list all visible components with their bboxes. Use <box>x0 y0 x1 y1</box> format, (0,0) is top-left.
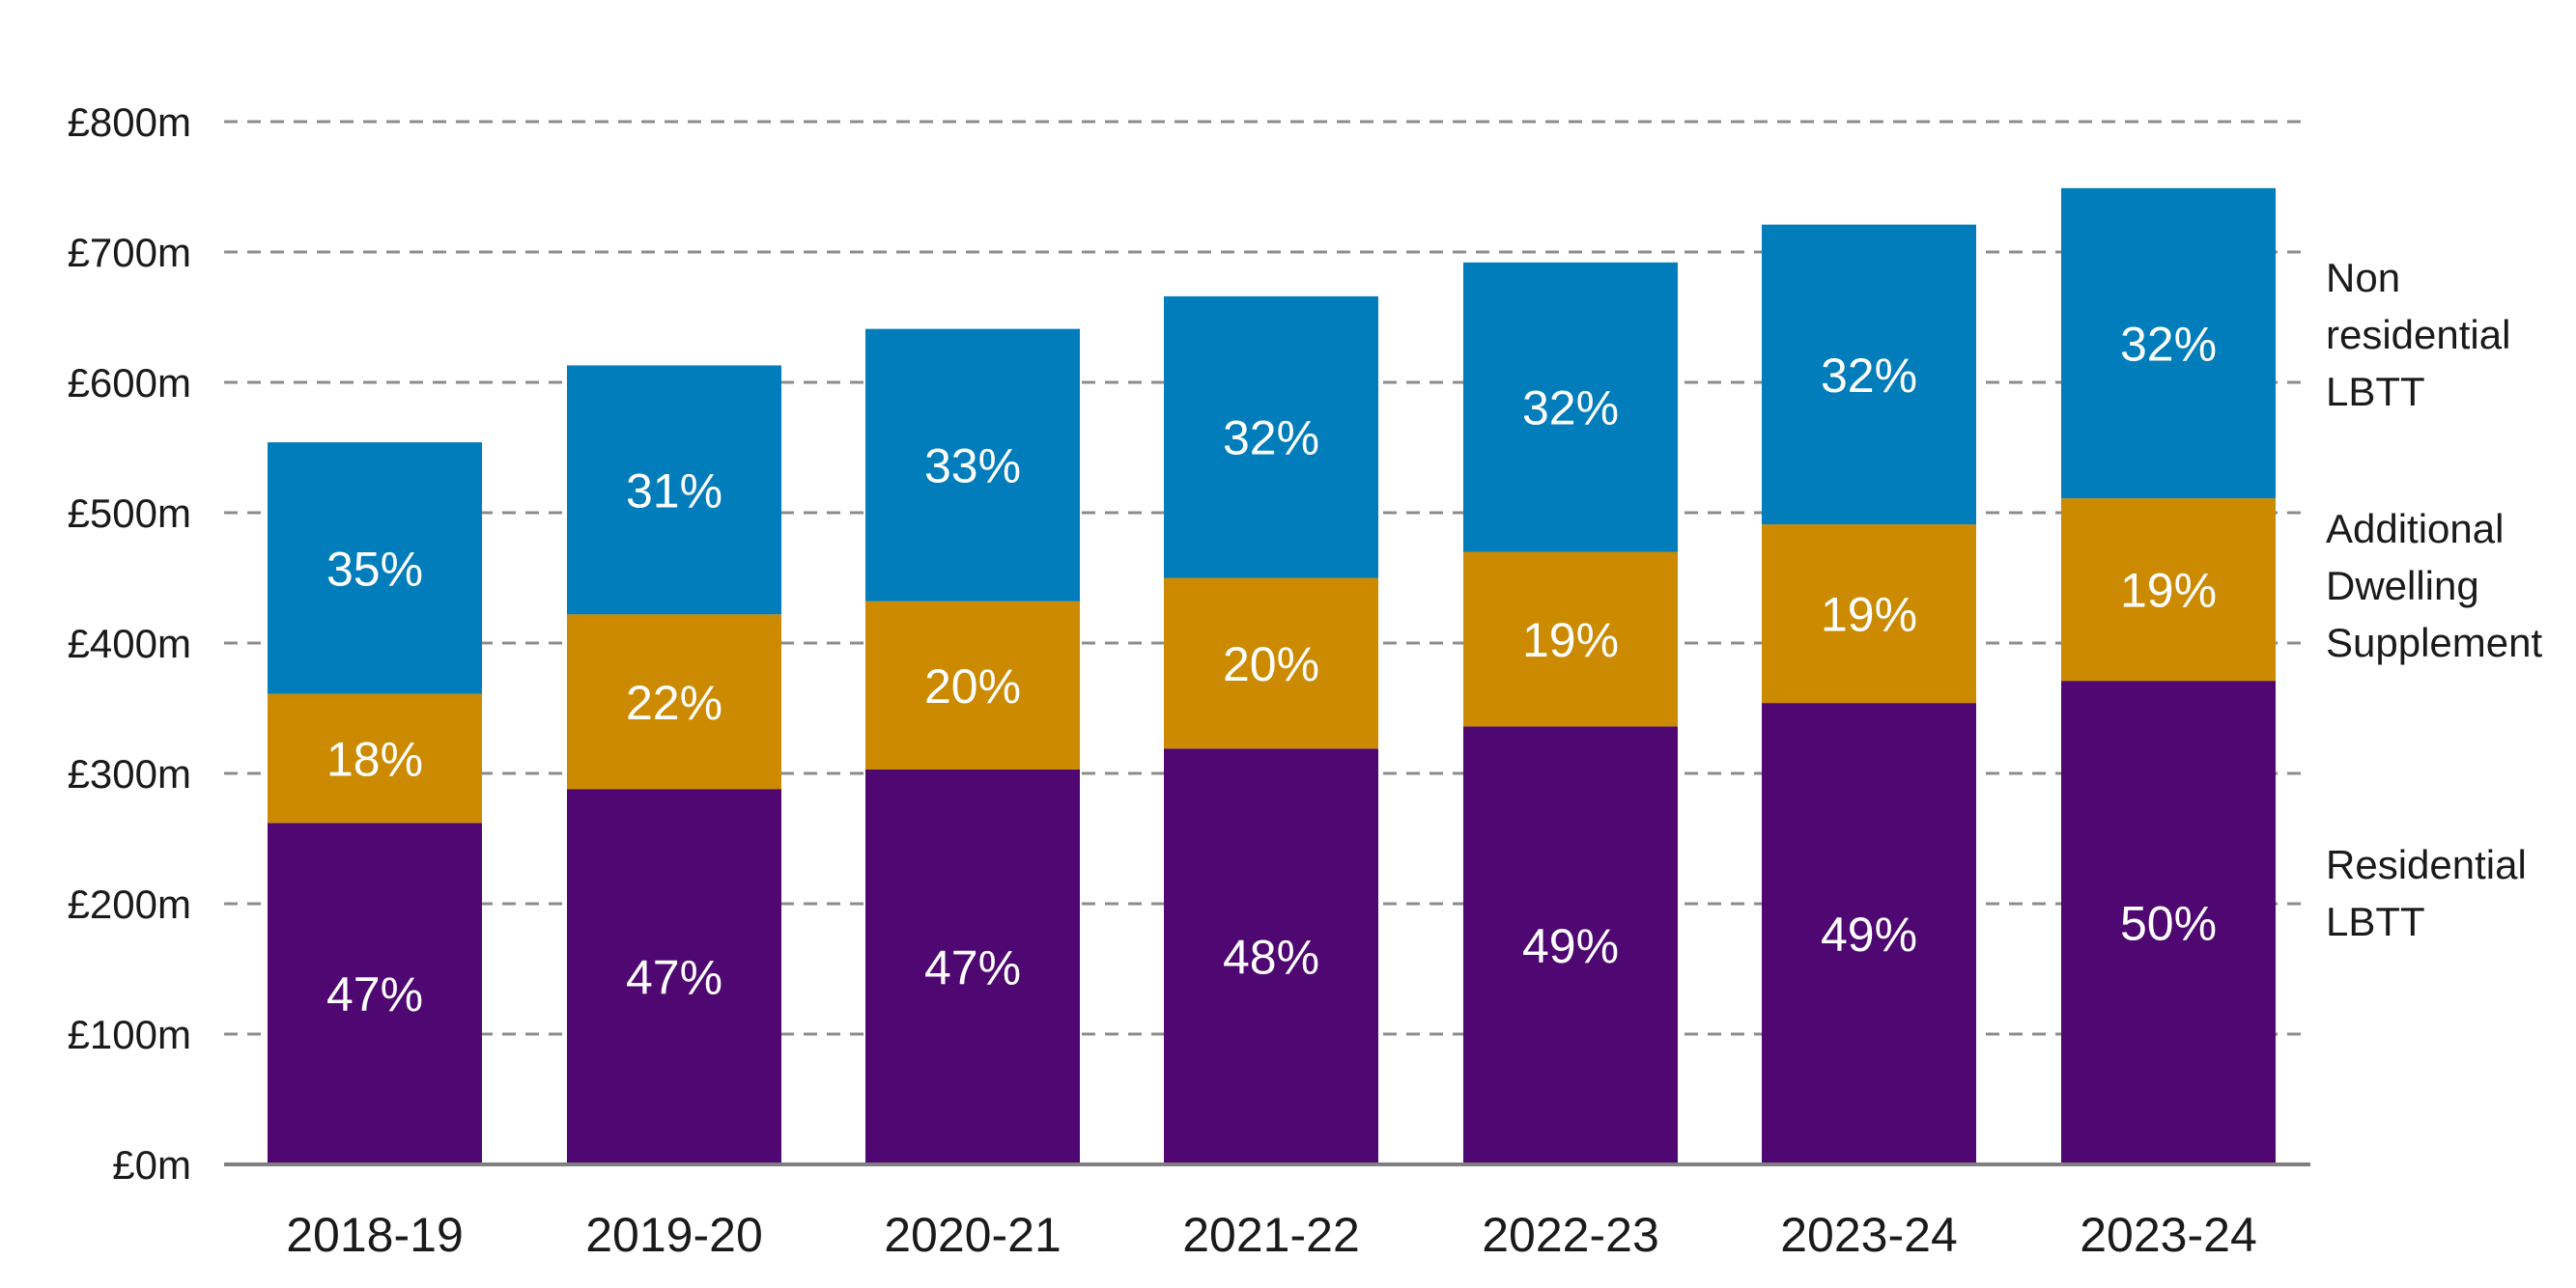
data-label: 35% <box>326 542 423 596</box>
bar-segment <box>1164 748 1378 1164</box>
legend-label: LBTT <box>2326 899 2425 944</box>
bar-segment <box>567 614 781 790</box>
y-tick-labels: £0m £100m £200m £300m £400m £500m £600m £700m £8… <box>68 99 191 1188</box>
x-tick-label: 2018-19 <box>286 1208 464 1262</box>
data-label: 22% <box>626 676 722 730</box>
legend-label: Residential <box>2326 842 2527 887</box>
data-label: 48% <box>1223 931 1319 985</box>
bar-segment <box>1164 577 1378 749</box>
y-tick-label: £100m <box>68 1012 191 1057</box>
x-tick-label: 2019-20 <box>585 1208 763 1262</box>
bar-segment <box>268 823 482 1164</box>
data-label: 19% <box>1522 613 1619 667</box>
legend-entry: Non residential LBTT <box>2326 255 2510 414</box>
legend-label: residential <box>2326 312 2510 357</box>
bar-segment <box>268 442 482 694</box>
bar-segment <box>1463 551 1678 727</box>
legend-label: Dwelling <box>2326 563 2479 608</box>
y-tick-label: £0m <box>112 1142 191 1188</box>
y-tick-label: £400m <box>68 621 191 666</box>
legend-label: Additional <box>2326 506 2504 551</box>
bar-segment <box>2061 187 2276 499</box>
data-label: 47% <box>326 967 423 1022</box>
bar-segment <box>2061 498 2276 682</box>
y-tick-label: £800m <box>68 99 191 145</box>
legend-entry: Additional Dwelling Supplement <box>2326 506 2542 665</box>
data-label: 32% <box>1223 411 1319 465</box>
bar-segment <box>1463 726 1678 1164</box>
x-tick-label: 2023-24 <box>2080 1208 2257 1262</box>
bar-segment <box>1164 295 1378 578</box>
y-tick-label: £700m <box>68 230 191 275</box>
x-tick-label: 2023-24 <box>1780 1208 1958 1262</box>
data-label: 32% <box>2120 318 2217 372</box>
data-label: 50% <box>2120 897 2217 951</box>
bar-segment <box>865 601 1080 770</box>
bars: 47% 18% 35% 47% 22% 31% 47% 20% 33% 48% 20% 32% 49% 1… <box>268 187 2276 1164</box>
bar-segment <box>1762 524 1976 704</box>
bar-segment <box>268 693 482 824</box>
bar-segment <box>567 789 781 1164</box>
legend-entry: Residential LBTT <box>2326 842 2527 944</box>
y-tick-label: £500m <box>68 490 191 536</box>
bar-segment <box>2061 681 2276 1164</box>
x-tick-label: 2020-21 <box>884 1208 1062 1262</box>
data-label: 32% <box>1821 349 1917 403</box>
data-label: 20% <box>1223 637 1319 691</box>
data-label: 49% <box>1821 908 1917 962</box>
legend-label: LBTT <box>2326 369 2425 414</box>
bar-segment <box>567 365 781 615</box>
bar-segment <box>1762 703 1976 1164</box>
legend-label: Non <box>2326 255 2400 300</box>
data-label: 47% <box>924 940 1021 994</box>
x-tick-label: 2022-23 <box>1482 1208 1659 1262</box>
data-label: 19% <box>2120 564 2217 618</box>
y-tick-label: £600m <box>68 360 191 406</box>
y-tick-label: £200m <box>68 882 191 927</box>
legend-label: Supplement <box>2326 620 2542 665</box>
bar-segment <box>865 769 1080 1164</box>
data-label: 18% <box>326 732 423 786</box>
bar-segment <box>1762 224 1976 525</box>
data-label: 32% <box>1522 381 1619 435</box>
data-label: 33% <box>924 439 1021 493</box>
y-tick-label: £300m <box>68 751 191 797</box>
bar-segment <box>865 328 1080 602</box>
x-tick-labels: 2018-19 2019-20 2020-21 2021-22 2022-23 2023-… <box>286 1208 2257 1262</box>
data-label: 20% <box>924 659 1021 714</box>
x-tick-label: 2021-22 <box>1182 1208 1360 1262</box>
data-label: 47% <box>626 951 722 1005</box>
bar-segment <box>1463 262 1678 552</box>
data-label: 49% <box>1522 919 1619 973</box>
legend: Residential LBTT Additional Dwelling Supplem… <box>2326 255 2542 944</box>
data-label: 31% <box>626 463 722 518</box>
data-label: 19% <box>1821 588 1917 642</box>
